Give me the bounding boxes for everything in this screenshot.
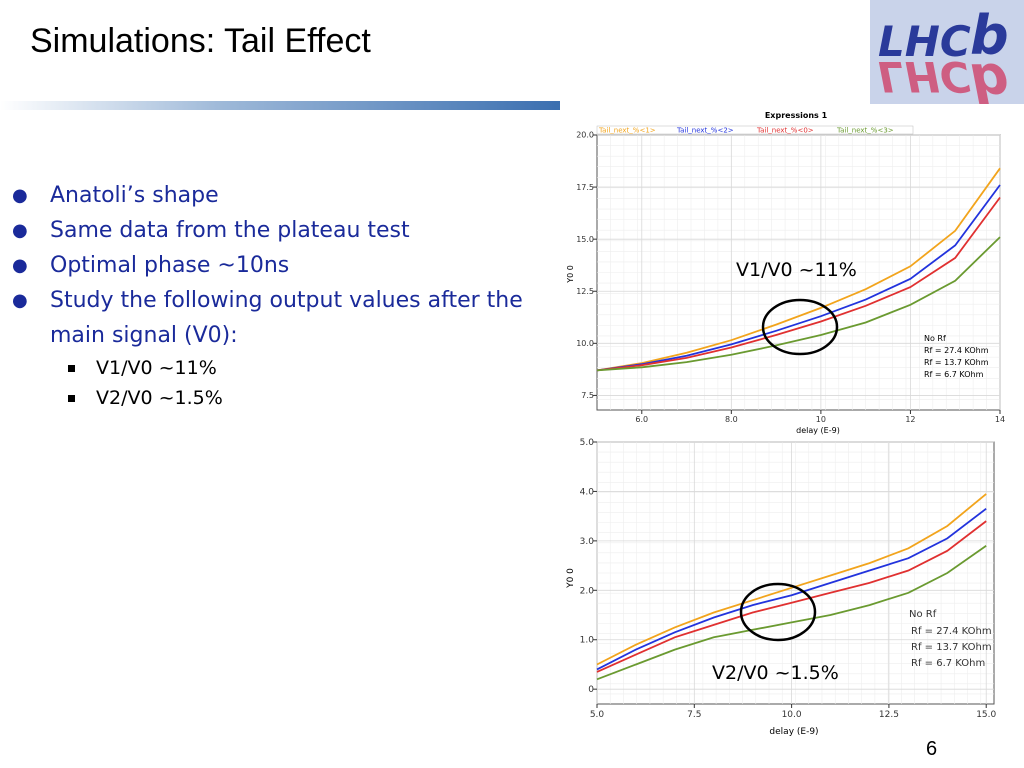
lhcb-logo: LHC b LHC b — [870, 0, 1024, 114]
y-tick-label: 17.5 — [576, 183, 594, 192]
y-tick-label: 15.0 — [576, 235, 594, 244]
bullet-dot-icon: ● — [12, 220, 28, 241]
series-line-3 — [596, 545, 987, 681]
x-tick-label: 10.0 — [782, 710, 802, 720]
series-line-3 — [596, 236, 1001, 372]
bullet-item: ● Anatoli’s shape — [10, 178, 550, 213]
x-tick-label: 7.5 — [687, 710, 701, 720]
rf-label: No Rf — [909, 609, 937, 620]
legend-entry: Tail_next_%<2> — [676, 127, 734, 135]
sub-bullet-text: V1/V0 ~11% — [96, 357, 217, 379]
legend-box — [596, 125, 914, 135]
rf-label: Rf = 13.7 KOhm — [924, 358, 989, 367]
slide-title: Simulations: Tail Effect — [30, 22, 371, 60]
bullet-text: Same data from the plateau test — [50, 218, 410, 243]
x-tick-label: 12 — [905, 415, 915, 424]
series-line-1 — [596, 507, 987, 671]
y-tick-label: 20.0 — [576, 131, 594, 140]
legend-entry: Tail_next_%<0> — [756, 127, 814, 135]
x-tick-label: 12.5 — [879, 710, 899, 720]
bullet-item: ● Optimal phase ~10ns — [10, 248, 550, 283]
bullet-item: ● Same data from the plateau test — [10, 213, 550, 248]
chart-bottom: 5.0 7.5 10.0 12.5 15.0 0 1.0 2.0 3.0 4.0 5.0 delay… — [560, 436, 1016, 738]
series-line-0 — [596, 167, 1001, 372]
x-tick-label: 14 — [995, 415, 1005, 424]
series-line-1 — [596, 184, 1001, 372]
x-tick-label: 15.0 — [976, 710, 996, 720]
svg-text:LHC: LHC — [878, 52, 971, 101]
series-line-0 — [596, 493, 987, 666]
y-axis-label: Y0 0 — [566, 265, 575, 284]
chart-top: Expressions 1 Tail_next_%<1> Tail_next_%<… — [560, 106, 1016, 436]
x-tick-label: 8.0 — [725, 415, 738, 424]
bullet-dot-icon: ● — [12, 290, 28, 311]
y-tick-label: 4.0 — [580, 487, 595, 497]
x-axis-label: delay (E-9) — [796, 426, 840, 435]
bullet-dot-icon: ● — [12, 185, 28, 206]
rf-label: Rf = 27.4 KOhm — [924, 346, 989, 355]
bullet-text: Optimal phase ~10ns — [50, 253, 290, 278]
rf-label: Rf = 6.7 KOhm — [911, 658, 985, 669]
panel-title: Expressions 1 — [765, 111, 828, 120]
y-tick-label: 7.5 — [581, 391, 594, 400]
svg-text:b: b — [970, 4, 1009, 67]
svg-text:LHC: LHC — [878, 17, 971, 66]
rf-label: Rf = 13.7 KOhm — [911, 642, 992, 653]
y-tick-label: 3.0 — [580, 537, 595, 547]
bullet-text: Study the following output values after … — [50, 288, 523, 348]
x-tick-label: 10 — [816, 415, 826, 424]
x-tick-label: 6.0 — [635, 415, 648, 424]
rf-label: Rf = 27.4 KOhm — [911, 626, 992, 637]
y-tick-label: 12.5 — [576, 287, 594, 296]
series-line-2 — [596, 520, 987, 673]
square-bullet-icon — [68, 395, 75, 402]
bullet-list: ● Anatoli’s shape ● Same data from the pla… — [10, 178, 550, 413]
sub-bullet-text: V2/V0 ~1.5% — [96, 387, 223, 409]
y-tick-label: 1.0 — [580, 636, 595, 646]
svg-text:b: b — [970, 51, 1009, 104]
y-axis-label: Y0 0 — [566, 568, 576, 589]
legend-entry: Tail_next_%<1> — [598, 127, 656, 135]
bullet-item: ● Study the following output values after… — [10, 283, 550, 353]
x-tick-label: 5.0 — [590, 710, 605, 720]
y-tick-label: 5.0 — [580, 438, 595, 448]
annotation-v2: V2/V0 ~1.5% — [712, 662, 839, 684]
title-divider — [0, 101, 560, 110]
rf-label: Rf = 6.7 KOhm — [924, 370, 984, 379]
x-axis-label: delay (E-9) — [769, 727, 818, 737]
highlight-circle — [739, 582, 817, 642]
square-bullet-icon — [68, 365, 75, 372]
y-tick-label: 10.0 — [576, 339, 594, 348]
legend-entry: Tail_next_%<3> — [836, 127, 894, 135]
rf-label: No Rf — [924, 334, 946, 343]
highlight-circle — [761, 298, 839, 356]
y-tick-label: 2.0 — [580, 586, 595, 596]
sub-bullet-item: V1/V0 ~11% — [10, 353, 550, 383]
page-number: 6 — [926, 738, 938, 760]
bullet-text: Anatoli’s shape — [50, 183, 219, 208]
annotation-v1: V1/V0 ~11% — [736, 259, 857, 281]
y-tick-label: 0 — [588, 685, 594, 695]
bullet-dot-icon: ● — [12, 255, 28, 276]
sub-bullet-item: V2/V0 ~1.5% — [10, 383, 550, 413]
series-line-2 — [596, 196, 1001, 372]
